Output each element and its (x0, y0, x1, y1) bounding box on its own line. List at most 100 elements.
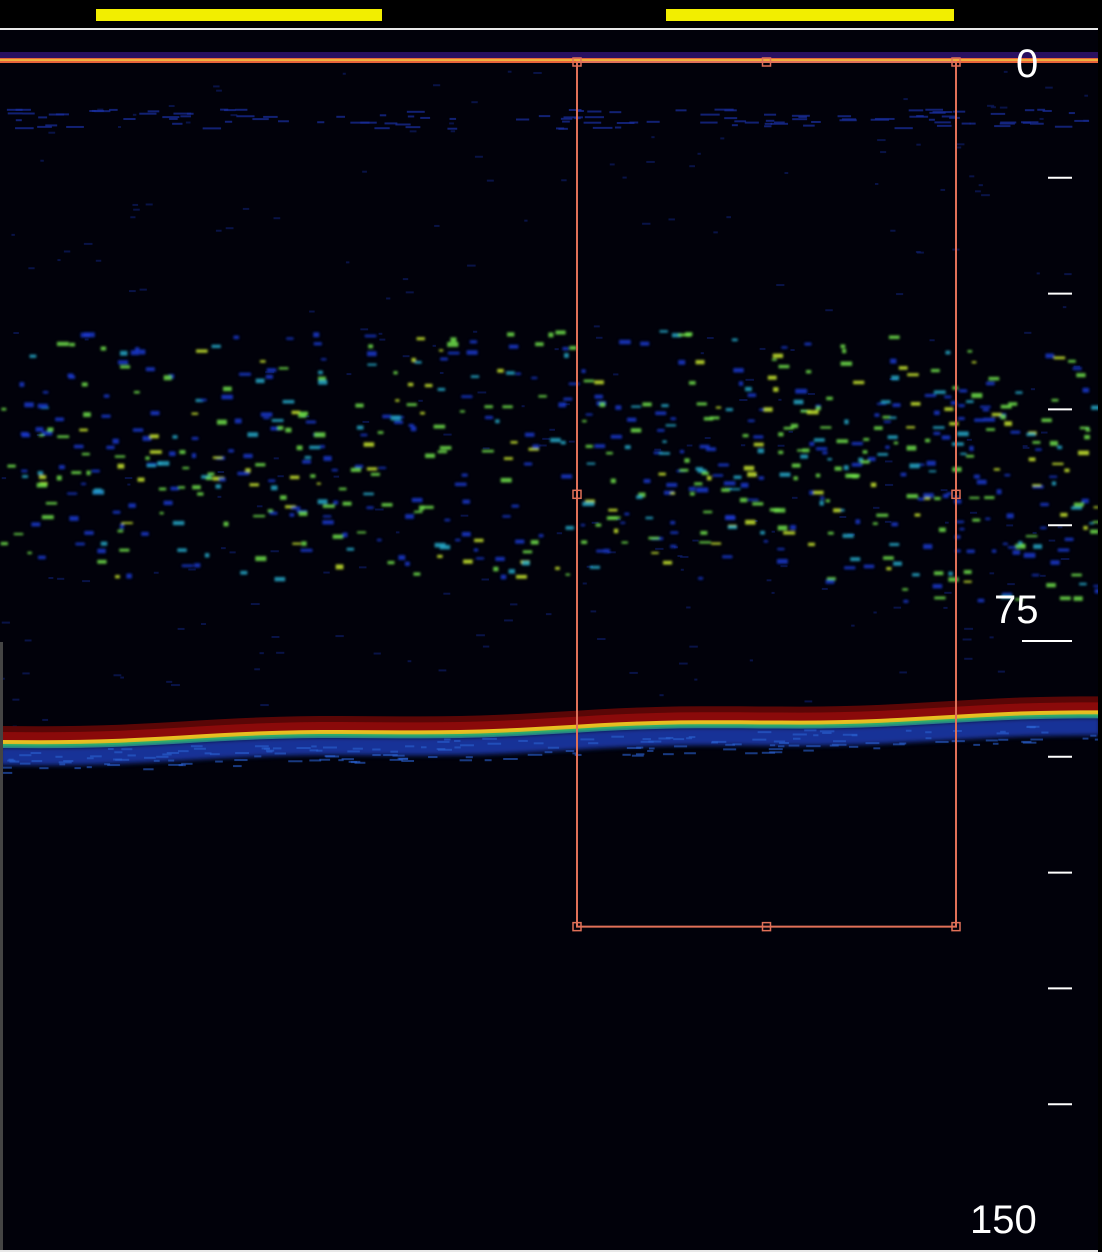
school-echo (1091, 405, 1098, 410)
noise-speck (1022, 445, 1028, 448)
noise-speck (577, 110, 584, 113)
noise-speck (932, 111, 953, 114)
noise-speck (358, 566, 367, 569)
school-echo (422, 505, 434, 509)
school-echo (212, 476, 225, 481)
seabed-speck (1082, 737, 1089, 740)
seabed-speck (288, 760, 303, 763)
school-echo (586, 462, 596, 465)
selection-handle[interactable] (951, 489, 961, 500)
seabed-speck (420, 746, 427, 749)
school-echo (338, 487, 347, 491)
seabed-speck (348, 760, 361, 763)
selection-rectangle[interactable] (576, 61, 957, 928)
school-echo (800, 409, 811, 413)
selection-handle[interactable] (951, 57, 961, 67)
school-echo (24, 402, 34, 408)
echogram-display[interactable]: 0 75 150 (0, 28, 1098, 1252)
seabed-echo (0, 696, 1098, 774)
selection-handle[interactable] (761, 57, 772, 67)
school-echo (29, 354, 37, 358)
selection-handle[interactable] (572, 921, 582, 932)
school-echo (747, 393, 757, 397)
school-echo (561, 474, 573, 479)
school-echo (933, 571, 944, 576)
noise-speck (450, 130, 456, 133)
noise-speck (374, 127, 390, 130)
school-echo (991, 412, 1002, 417)
school-echo (815, 406, 821, 411)
school-echo (582, 420, 587, 423)
selection-handle[interactable] (951, 921, 961, 932)
school-echo (906, 445, 917, 451)
noise-speck (373, 652, 381, 655)
school-echo (671, 333, 682, 338)
noise-speck (15, 127, 34, 130)
school-echo (377, 431, 384, 434)
seabed-speck (925, 731, 932, 734)
selection-handle[interactable] (572, 57, 582, 67)
school-echo (638, 492, 646, 498)
school-echo (342, 501, 352, 506)
noise-speck (1024, 331, 1032, 334)
school-echo (0, 541, 8, 546)
school-echo (239, 372, 251, 376)
school-echo (688, 487, 696, 491)
noise-speck (217, 471, 225, 474)
seabed-speck (156, 755, 169, 758)
school-echo (966, 400, 974, 403)
seabed-speck (951, 740, 965, 743)
school-echo (117, 360, 129, 365)
school-echo (1081, 498, 1089, 504)
noise-speck (724, 117, 738, 120)
seabed-speck (390, 750, 399, 753)
school-echo (1090, 529, 1098, 534)
noise-speck (270, 550, 279, 553)
school-echo (594, 394, 603, 399)
noise-speck (999, 106, 1008, 109)
noise-speck (504, 619, 513, 622)
school-echo (263, 417, 270, 420)
noise-speck (692, 539, 699, 542)
noise-speck (202, 127, 222, 130)
noise-speck (590, 610, 597, 613)
school-echo (684, 458, 690, 463)
noise-speck (560, 117, 573, 120)
selection-handle[interactable] (761, 921, 772, 932)
school-echo (820, 426, 832, 429)
school-echo (292, 542, 301, 545)
noise-speck (929, 339, 935, 342)
noise-speck (128, 290, 136, 293)
selection-handle[interactable] (572, 489, 582, 500)
noise-speck (694, 678, 698, 681)
school-echo (778, 364, 790, 369)
noise-speck (1074, 119, 1090, 122)
noise-speck (792, 118, 808, 121)
noise-speck (841, 118, 857, 121)
school-echo (959, 389, 968, 393)
school-echo (619, 339, 631, 345)
school-echo (907, 373, 919, 377)
school-echo (120, 365, 131, 369)
school-echo (350, 467, 362, 472)
noise-speck (1041, 431, 1048, 434)
noise-speck (1000, 121, 1017, 124)
school-echo (485, 415, 493, 420)
school-echo (923, 493, 934, 498)
school-echo (439, 349, 444, 352)
noise-speck (139, 288, 147, 291)
school-echo (753, 442, 764, 447)
school-echo (722, 555, 733, 559)
selection-box[interactable] (572, 57, 961, 932)
noise-speck (336, 115, 346, 118)
seabed-speck (8, 758, 14, 761)
school-echo (624, 512, 630, 516)
school-echo (569, 345, 577, 350)
seabed-speck (636, 753, 645, 756)
noise-speck (57, 577, 65, 580)
echogram-canvas[interactable] (0, 30, 1098, 1250)
seabed-speck (115, 758, 130, 761)
school-echo (980, 405, 991, 408)
school-echo (500, 477, 512, 483)
seabed-speck (684, 752, 696, 755)
